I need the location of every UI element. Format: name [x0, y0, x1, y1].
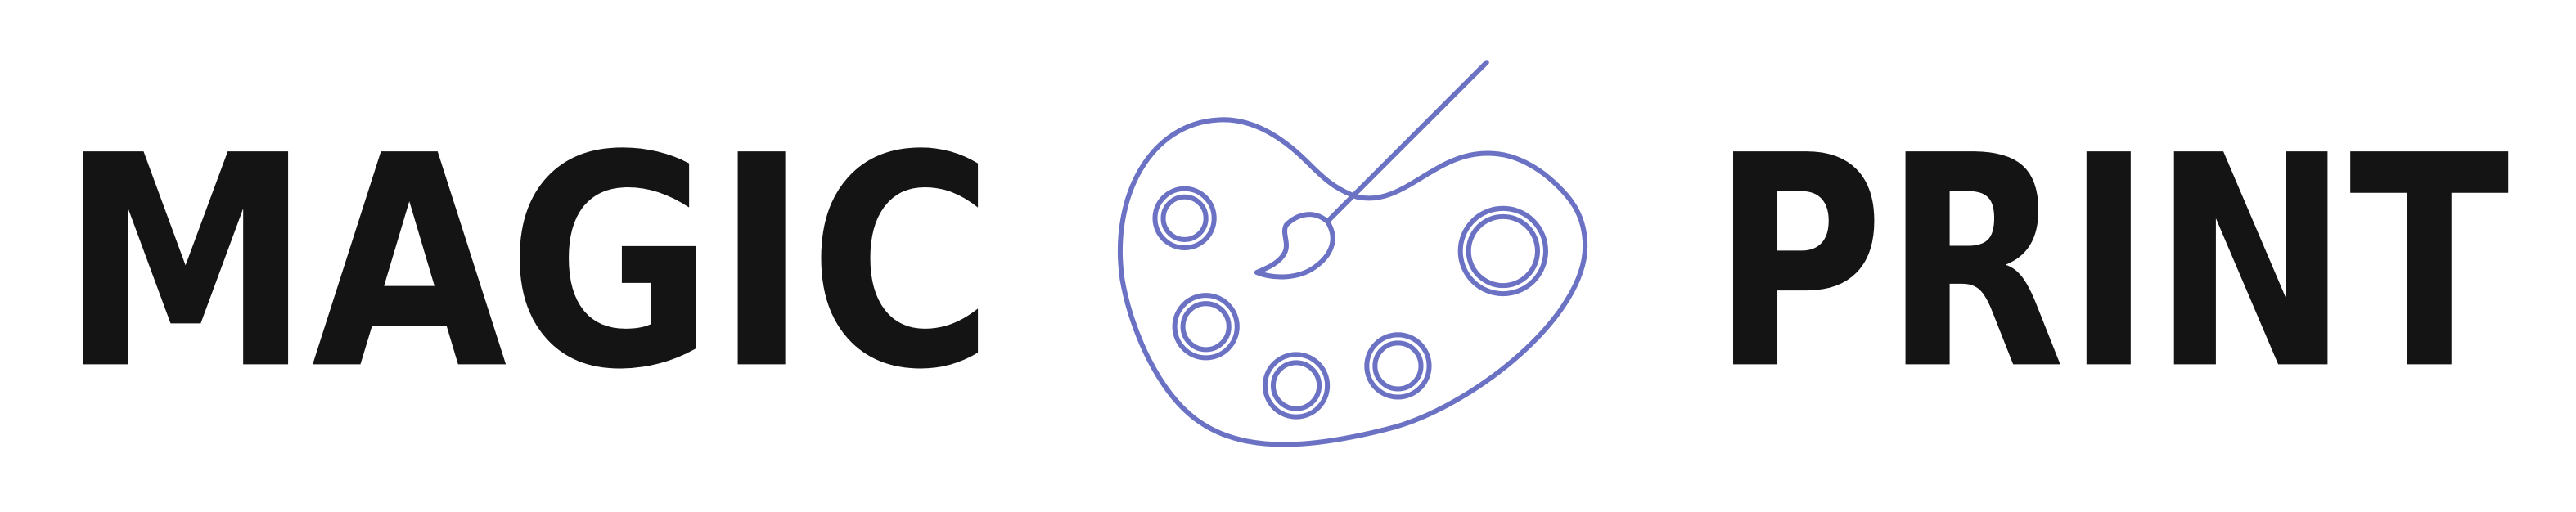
palette-icon — [1117, 60, 1588, 447]
brush-tip — [1254, 212, 1335, 280]
paint-well — [1152, 186, 1217, 250]
paint-well — [1262, 352, 1331, 420]
paint-well — [1270, 360, 1322, 411]
paint-well — [1466, 213, 1540, 289]
paint-well — [1364, 332, 1432, 400]
paint-well — [1372, 340, 1424, 392]
palette-outline — [1117, 117, 1588, 447]
brush-handle — [1325, 60, 1489, 224]
paint-well — [1172, 293, 1240, 361]
logo-word: PRINT — [1712, 93, 2511, 433]
paint-well — [1160, 194, 1209, 242]
logo-word: MAGIC — [60, 93, 994, 433]
paint-well — [1457, 205, 1549, 297]
paint-well — [1180, 301, 1232, 353]
